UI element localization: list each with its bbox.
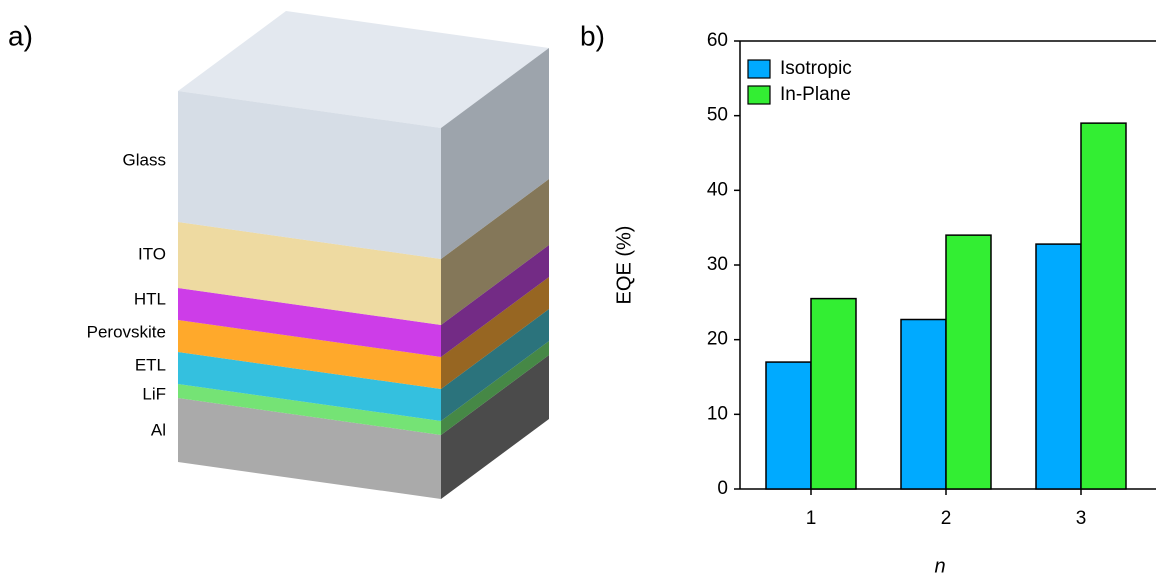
bar — [946, 235, 991, 489]
bar — [1081, 123, 1126, 489]
layer-label: ETL — [135, 355, 166, 374]
legend-swatch — [748, 86, 770, 104]
layer-label: Glass — [123, 150, 166, 169]
panel-label: b) — [580, 20, 605, 51]
legend-swatch — [748, 60, 770, 78]
legend-label: In-Plane — [780, 84, 851, 105]
layer-label: LiF — [142, 384, 166, 403]
y-tick-label: 20 — [707, 329, 728, 350]
layer-label: HTL — [134, 289, 166, 308]
x-tick-label: 3 — [1076, 508, 1087, 529]
x-tick-label: 2 — [941, 508, 952, 529]
bar — [1036, 244, 1081, 489]
layer-label: Perovskite — [87, 322, 166, 341]
y-tick-label: 30 — [707, 254, 728, 275]
bar — [901, 320, 946, 489]
y-axis-label: EQE (%) — [613, 226, 635, 305]
bar — [811, 299, 856, 489]
legend-label: Isotropic — [780, 58, 852, 79]
x-tick-label: 1 — [806, 508, 817, 529]
layer-label: ITO — [138, 244, 166, 263]
y-tick-label: 60 — [707, 30, 728, 51]
y-tick-label: 0 — [717, 478, 728, 499]
figure: a) b) n EQE (%) Glass ITO HTL Perovskite ETL… — [0, 0, 1156, 578]
bar — [766, 362, 811, 489]
y-tick-label: 10 — [707, 403, 728, 424]
y-tick-label: 50 — [707, 105, 728, 126]
layer-label: Al — [151, 420, 166, 439]
y-tick-label: 40 — [707, 179, 728, 200]
x-axis-label: n — [934, 555, 945, 577]
panel-label: a) — [8, 20, 33, 51]
